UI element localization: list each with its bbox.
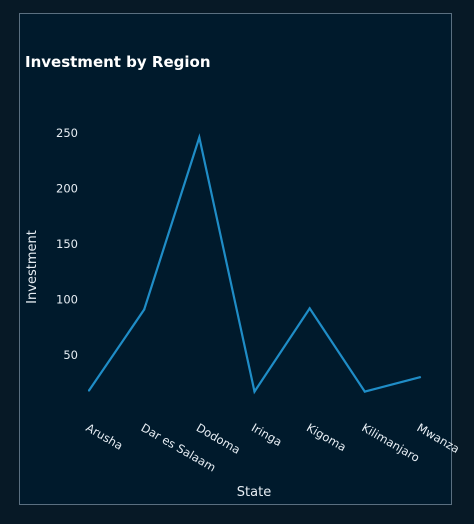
y-tick-label: 100	[56, 293, 78, 307]
data-point	[143, 308, 146, 311]
x-axis-label: State	[237, 485, 271, 500]
data-point	[418, 376, 422, 379]
data-point	[87, 389, 91, 392]
x-tick-label: Mwanza	[415, 420, 462, 455]
x-tick-label: Iringa	[249, 420, 285, 449]
y-tick-label: 150	[56, 237, 78, 251]
y-tick-label: 200	[56, 182, 78, 196]
data-point	[198, 136, 201, 139]
data-point	[363, 390, 366, 393]
chart-frame	[19, 13, 452, 505]
y-axis-label: Investment	[25, 230, 40, 304]
chart-title: Investment by Region	[25, 53, 211, 71]
x-tick-label: Kilimanjaro	[359, 420, 422, 464]
x-tick-label: Dodoma	[194, 420, 243, 456]
y-tick-label: 250	[56, 126, 78, 140]
data-point	[308, 307, 311, 310]
x-tick-label: Arusha	[84, 420, 126, 452]
data-point	[253, 390, 256, 393]
series-line-investment	[88, 133, 421, 395]
y-tick-label: 50	[63, 348, 78, 362]
y-axis-ticks: 50 100 150 200 250	[56, 126, 78, 362]
x-tick-label: Kigoma	[304, 420, 349, 454]
series-points	[87, 136, 422, 393]
